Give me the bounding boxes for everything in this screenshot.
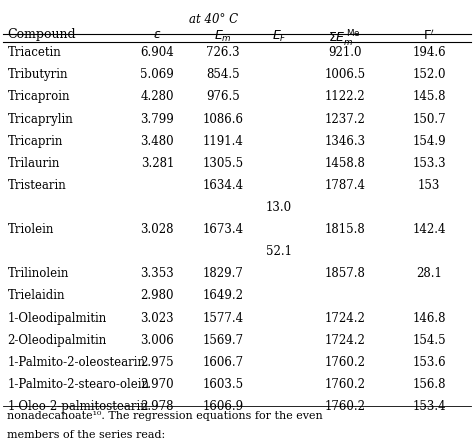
Text: Tricaprylin: Tricaprylin: [8, 112, 73, 125]
Text: 5.069: 5.069: [140, 68, 174, 81]
Text: 1634.4: 1634.4: [202, 179, 244, 192]
Text: $E_m$: $E_m$: [214, 28, 232, 43]
Text: 2.975: 2.975: [141, 356, 174, 369]
Text: 1237.2: 1237.2: [324, 112, 365, 125]
Text: 153.3: 153.3: [412, 157, 446, 170]
Text: 1086.6: 1086.6: [202, 112, 244, 125]
Text: 152.0: 152.0: [412, 68, 446, 81]
Text: members of the series read:: members of the series read:: [8, 430, 166, 440]
Text: 921.0: 921.0: [328, 46, 362, 59]
Text: Triacetin: Triacetin: [8, 46, 61, 59]
Text: 3.480: 3.480: [141, 135, 174, 148]
Text: 153.6: 153.6: [412, 356, 446, 369]
Text: 1577.4: 1577.4: [202, 312, 244, 325]
Text: Tristearin: Tristearin: [8, 179, 66, 192]
Text: 1724.2: 1724.2: [324, 312, 365, 325]
Text: 150.7: 150.7: [412, 112, 446, 125]
Text: 1760.2: 1760.2: [324, 356, 365, 369]
Text: 1760.2: 1760.2: [324, 400, 365, 413]
Text: 976.5: 976.5: [206, 90, 240, 103]
Text: 3.281: 3.281: [141, 157, 174, 170]
Text: Trilaurin: Trilaurin: [8, 157, 60, 170]
Text: 1191.4: 1191.4: [202, 135, 243, 148]
Text: 146.8: 146.8: [412, 312, 446, 325]
Text: 6.904: 6.904: [140, 46, 174, 59]
Text: 1-Palmito-2-oleostearin: 1-Palmito-2-oleostearin: [8, 356, 146, 369]
Text: 2.980: 2.980: [141, 289, 174, 302]
Text: 153: 153: [418, 179, 440, 192]
Text: 1-Palmito-2-stearo-olein: 1-Palmito-2-stearo-olein: [8, 378, 149, 391]
Text: 1606.9: 1606.9: [202, 400, 244, 413]
Text: Triolein: Triolein: [8, 223, 54, 236]
Text: at 40° C: at 40° C: [189, 13, 238, 26]
Text: 1603.5: 1603.5: [202, 378, 244, 391]
Text: 154.9: 154.9: [412, 135, 446, 148]
Text: 1815.8: 1815.8: [324, 223, 365, 236]
Text: 154.5: 154.5: [412, 334, 446, 347]
Text: 2.978: 2.978: [141, 400, 174, 413]
Text: Trilinolein: Trilinolein: [8, 267, 69, 280]
Text: 1724.2: 1724.2: [324, 334, 365, 347]
Text: 1829.7: 1829.7: [202, 267, 243, 280]
Text: nonadecanoate¹⁰. The regression equations for the even: nonadecanoate¹⁰. The regression equation…: [8, 411, 323, 421]
Text: 194.6: 194.6: [412, 46, 446, 59]
Text: 2.970: 2.970: [141, 378, 174, 391]
Text: Trielaidin: Trielaidin: [8, 289, 65, 302]
Text: 153.4: 153.4: [412, 400, 446, 413]
Text: 1122.2: 1122.2: [324, 90, 365, 103]
Text: 1673.4: 1673.4: [202, 223, 244, 236]
Text: 3.799: 3.799: [140, 112, 174, 125]
Text: 1458.8: 1458.8: [324, 157, 365, 170]
Text: 3.023: 3.023: [141, 312, 174, 325]
Text: $\Sigma E^{\,\mathrm{Me}}_{m}$: $\Sigma E^{\,\mathrm{Me}}_{m}$: [328, 28, 361, 48]
Text: Compound: Compound: [8, 28, 76, 41]
Text: $E_F$: $E_F$: [272, 28, 287, 43]
Text: 854.5: 854.5: [206, 68, 240, 81]
Text: 1606.7: 1606.7: [202, 356, 244, 369]
Text: $\varepsilon$: $\varepsilon$: [153, 28, 162, 41]
Text: 1857.8: 1857.8: [324, 267, 365, 280]
Text: 28.1: 28.1: [416, 267, 442, 280]
Text: 3.028: 3.028: [141, 223, 174, 236]
Text: 2-Oleodipalmitin: 2-Oleodipalmitin: [8, 334, 107, 347]
Text: 4.280: 4.280: [141, 90, 174, 103]
Text: 145.8: 145.8: [412, 90, 446, 103]
Text: Tricaprin: Tricaprin: [8, 135, 63, 148]
Text: 1760.2: 1760.2: [324, 378, 365, 391]
Text: 1006.5: 1006.5: [324, 68, 365, 81]
Text: 1649.2: 1649.2: [202, 289, 244, 302]
Text: 13.0: 13.0: [266, 201, 292, 214]
Text: $\Gamma^{\prime}$: $\Gamma^{\prime}$: [423, 28, 435, 43]
Text: Tributyrin: Tributyrin: [8, 68, 68, 81]
Text: 52.1: 52.1: [266, 245, 292, 258]
Text: 1-Oleo-2-palmitostearin: 1-Oleo-2-palmitostearin: [8, 400, 148, 413]
Text: 726.3: 726.3: [206, 46, 240, 59]
Text: 3.353: 3.353: [140, 267, 174, 280]
Text: 1346.3: 1346.3: [324, 135, 365, 148]
Text: 3.006: 3.006: [140, 334, 174, 347]
Text: Tricaproin: Tricaproin: [8, 90, 70, 103]
Text: 1-Oleodipalmitin: 1-Oleodipalmitin: [8, 312, 107, 325]
Text: 142.4: 142.4: [412, 223, 446, 236]
Text: 1305.5: 1305.5: [202, 157, 244, 170]
Text: 1787.4: 1787.4: [324, 179, 365, 192]
Text: 1569.7: 1569.7: [202, 334, 244, 347]
Text: 156.8: 156.8: [412, 378, 446, 391]
